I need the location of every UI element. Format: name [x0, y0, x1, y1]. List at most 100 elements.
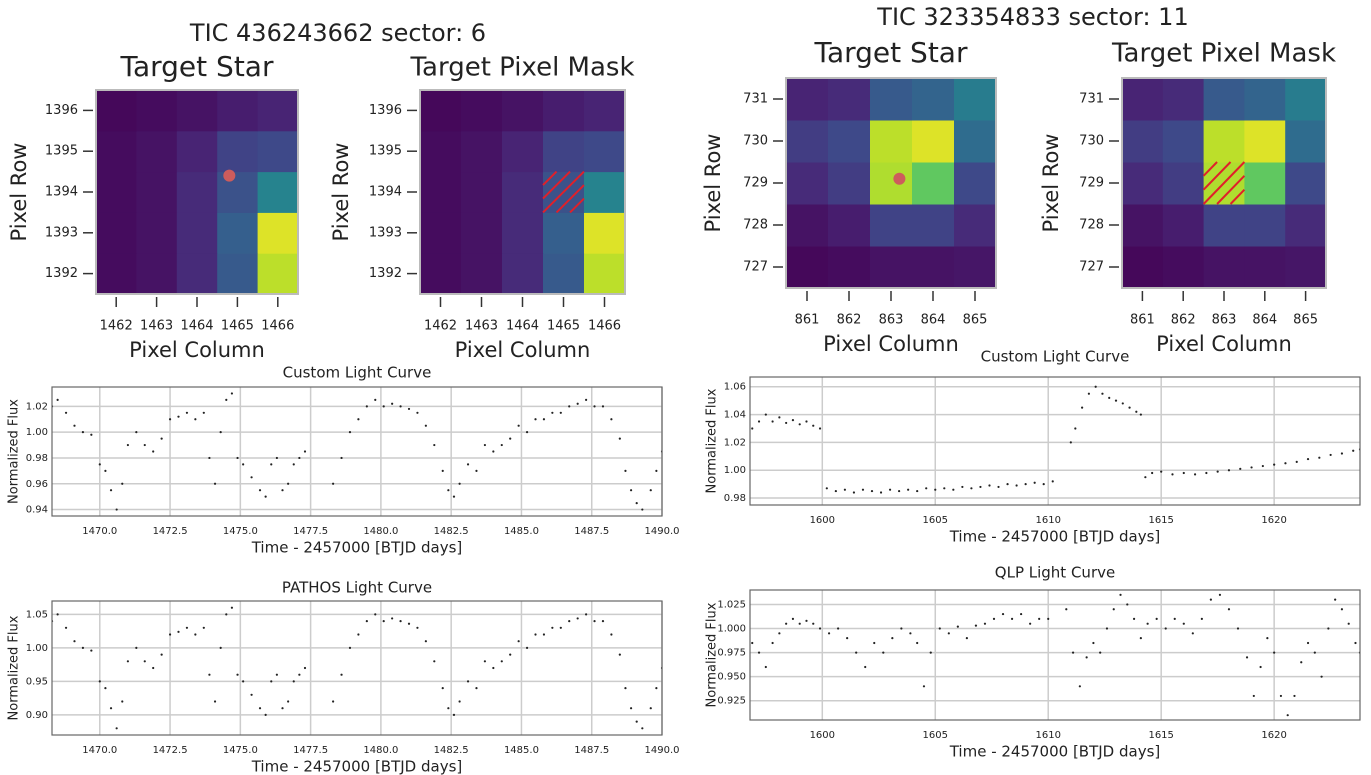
- data-point: [298, 674, 300, 676]
- data-point: [900, 627, 902, 629]
- chart-title: Target Pixel Mask: [1111, 39, 1336, 69]
- heatmap-cell: [461, 90, 503, 131]
- points: [51, 607, 663, 730]
- heatmap-cell: [420, 90, 462, 131]
- data-point: [121, 700, 123, 702]
- x-axis-label: Time - 2457000 [BTJD days]: [949, 743, 1161, 761]
- data-point: [979, 486, 981, 488]
- data-point: [543, 418, 545, 420]
- data-point: [399, 405, 401, 407]
- data-point: [1354, 642, 1356, 644]
- data-point: [988, 484, 990, 486]
- x-tick-label: 1470.0: [82, 526, 117, 537]
- data-point: [1318, 457, 1320, 459]
- heatmap-cell: [217, 253, 258, 294]
- points: [751, 594, 1361, 717]
- y-tick-label: 731: [743, 92, 768, 107]
- data-point: [1052, 480, 1054, 482]
- heatmap-cell: [1163, 78, 1204, 121]
- heatmap-cell: [461, 253, 503, 294]
- suptitle: TIC 436243662 sector: 6: [189, 19, 486, 47]
- data-point: [186, 412, 188, 414]
- data-point: [1348, 623, 1350, 625]
- x-tick-label: 1463: [140, 319, 173, 334]
- data-point: [509, 438, 511, 440]
- data-point: [357, 418, 359, 420]
- x-tick-label: 1472.5: [153, 745, 188, 756]
- data-point: [501, 660, 503, 662]
- frame: [750, 377, 1360, 505]
- data-point: [534, 418, 536, 420]
- data-point: [1246, 656, 1248, 658]
- data-point: [208, 457, 210, 459]
- data-point: [1128, 407, 1130, 409]
- data-point: [799, 623, 801, 625]
- data-point: [560, 627, 562, 629]
- data-point: [287, 483, 289, 485]
- data-point: [819, 627, 821, 629]
- data-point: [925, 487, 927, 489]
- data-point: [453, 714, 455, 716]
- heatmap-cell: [912, 162, 955, 205]
- x-tick-label: 1463: [465, 319, 498, 334]
- data-point: [293, 463, 295, 465]
- data-point: [610, 633, 612, 635]
- data-point: [758, 651, 760, 653]
- data-point: [641, 727, 643, 729]
- heatmap-cell: [828, 120, 871, 163]
- heatmap-cell: [1244, 162, 1285, 205]
- x-tick-label: 865: [1293, 313, 1318, 328]
- data-point: [880, 491, 882, 493]
- data-point: [873, 642, 875, 644]
- data-point: [1065, 608, 1067, 610]
- data-point: [1228, 608, 1230, 610]
- data-point: [57, 613, 59, 615]
- heatmap-cell: [420, 131, 462, 172]
- data-point: [771, 642, 773, 644]
- heatmap-cell: [1285, 204, 1326, 247]
- data-point: [349, 647, 351, 649]
- data-point: [1108, 397, 1110, 399]
- data-point: [231, 607, 233, 609]
- data-point: [408, 623, 410, 625]
- data-point: [1088, 393, 1090, 395]
- data-point: [433, 444, 435, 446]
- data-point: [1079, 685, 1081, 687]
- data-point: [425, 425, 427, 427]
- data-point: [1020, 613, 1022, 615]
- heatmap-cell: [96, 172, 137, 213]
- data-point: [459, 483, 461, 485]
- data-point: [1144, 476, 1146, 478]
- y-tick-label: 1395: [369, 144, 402, 159]
- heatmap-cell: [502, 253, 544, 294]
- y-tick-label: 1.06: [724, 382, 746, 393]
- data-point: [225, 399, 227, 401]
- y-tick-label: 0.925: [717, 696, 746, 707]
- heatmap-cell: [1163, 204, 1204, 247]
- data-point: [630, 707, 632, 709]
- data-point: [340, 457, 342, 459]
- data-point: [177, 416, 179, 418]
- heatmap-cell: [870, 78, 913, 121]
- heatmap-cell: [217, 131, 258, 172]
- data-point: [265, 714, 267, 716]
- data-point: [636, 721, 638, 723]
- data-point: [104, 687, 106, 689]
- heatmap-cell: [136, 212, 177, 253]
- heatmap-cell: [136, 172, 177, 213]
- data-point: [1140, 637, 1142, 639]
- x-tick-label: 1605: [923, 730, 948, 741]
- data-point: [453, 496, 455, 498]
- heatmap-cell: [1285, 246, 1326, 289]
- heatmap-cell: [584, 212, 626, 253]
- data-point: [1072, 651, 1074, 653]
- heatmap-cell: [258, 253, 299, 294]
- data-point: [916, 490, 918, 492]
- heatmap-cell: [1285, 78, 1326, 121]
- data-point: [250, 476, 252, 478]
- data-point: [1140, 413, 1142, 415]
- heatmap-cell: [1163, 162, 1204, 205]
- data-point: [1320, 676, 1322, 678]
- data-point: [778, 632, 780, 634]
- heatmap-cell: [177, 131, 218, 172]
